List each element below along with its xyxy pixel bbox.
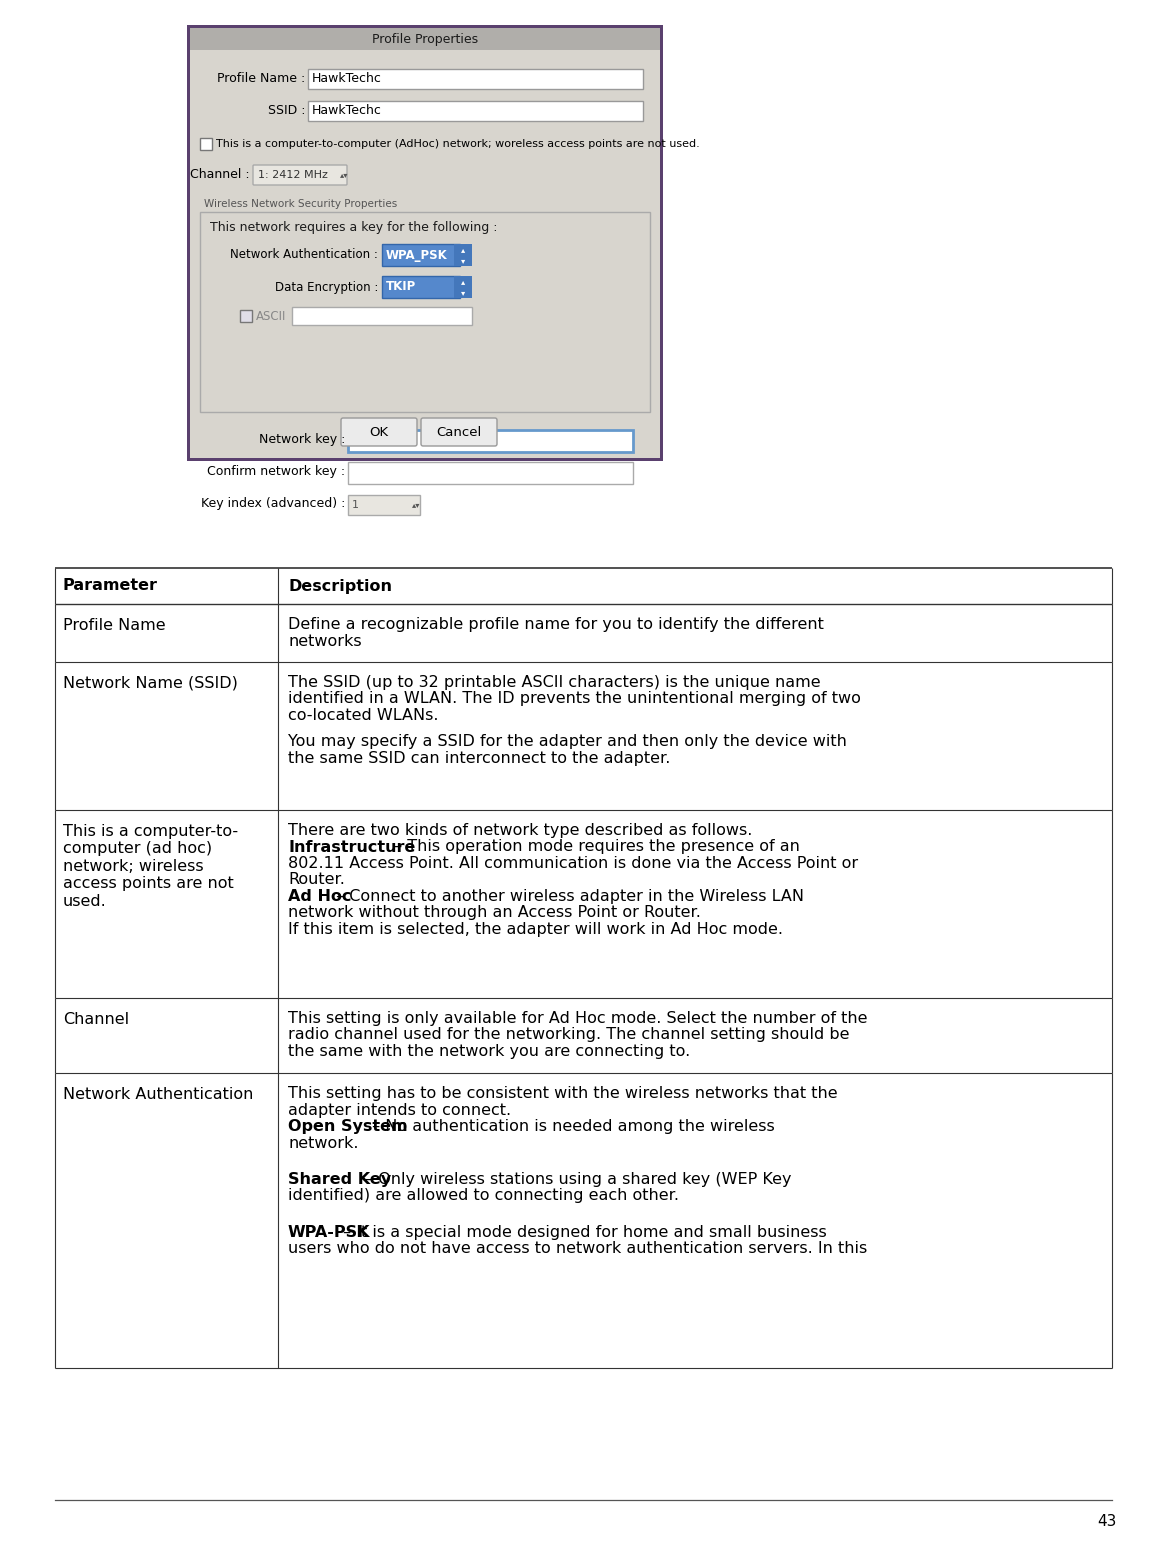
Bar bbox=[308, 100, 643, 121]
Bar bbox=[240, 311, 252, 322]
Bar bbox=[348, 430, 634, 451]
Text: Key index (advanced) :: Key index (advanced) : bbox=[200, 498, 345, 510]
Text: ▴▾: ▴▾ bbox=[340, 170, 348, 179]
Text: co-located WLANs.: co-located WLANs. bbox=[288, 708, 438, 724]
Text: This setting has to be consistent with the wireless networks that the: This setting has to be consistent with t… bbox=[288, 1085, 837, 1101]
FancyBboxPatch shape bbox=[422, 417, 497, 445]
Text: Description: Description bbox=[288, 578, 392, 594]
Text: – It is a special mode designed for home and small business: – It is a special mode designed for home… bbox=[338, 1224, 827, 1240]
Text: WPA-PSK: WPA-PSK bbox=[288, 1224, 370, 1240]
Bar bbox=[348, 462, 634, 484]
Text: Shared Key: Shared Key bbox=[288, 1172, 391, 1187]
Bar bbox=[308, 70, 643, 90]
Text: If this item is selected, the adapter will work in Ad Hoc mode.: If this item is selected, the adapter wi… bbox=[288, 921, 783, 937]
Text: Router.: Router. bbox=[288, 872, 345, 887]
Text: ASCII: ASCII bbox=[256, 309, 287, 323]
Text: identified) are allowed to connecting each other.: identified) are allowed to connecting ea… bbox=[288, 1189, 679, 1203]
Text: This is a computer-to-
computer (ad hoc)
network; wireless
access points are not: This is a computer-to- computer (ad hoc)… bbox=[63, 824, 238, 909]
Text: SSID :: SSID : bbox=[267, 105, 304, 117]
Text: TKIP: TKIP bbox=[386, 280, 416, 294]
Text: Cancel: Cancel bbox=[437, 425, 481, 439]
Text: Network Authentication :: Network Authentication : bbox=[231, 249, 378, 261]
Text: Channel :: Channel : bbox=[191, 169, 249, 181]
Text: Data Encryption :: Data Encryption : bbox=[275, 280, 378, 294]
Bar bbox=[454, 244, 472, 266]
Text: This setting is only available for Ad Hoc mode. Select the number of the: This setting is only available for Ad Ho… bbox=[288, 1011, 868, 1027]
Text: Open System: Open System bbox=[288, 1119, 408, 1135]
Text: Wireless Network Security Properties: Wireless Network Security Properties bbox=[204, 199, 397, 209]
Text: Network Name (SSID): Network Name (SSID) bbox=[63, 676, 238, 691]
Text: users who do not have access to network authentication servers. In this: users who do not have access to network … bbox=[288, 1241, 868, 1255]
Text: ▴▾: ▴▾ bbox=[412, 501, 420, 510]
Bar bbox=[187, 25, 663, 461]
Text: ▴
▾: ▴ ▾ bbox=[461, 246, 465, 264]
Text: network without through an Access Point or Router.: network without through an Access Point … bbox=[288, 906, 701, 920]
Bar bbox=[190, 28, 660, 49]
Bar bbox=[292, 308, 472, 325]
Text: networks: networks bbox=[288, 634, 362, 648]
Bar bbox=[454, 277, 472, 298]
Bar bbox=[200, 212, 650, 411]
Text: radio channel used for the networking. The channel setting should be: radio channel used for the networking. T… bbox=[288, 1028, 849, 1042]
Text: HawkTechc: HawkTechc bbox=[311, 73, 382, 85]
Text: the same SSID can interconnect to the adapter.: the same SSID can interconnect to the ad… bbox=[288, 751, 670, 765]
Text: Profile Properties: Profile Properties bbox=[372, 32, 478, 45]
Text: Channel: Channel bbox=[63, 1013, 129, 1027]
Text: the same with the network you are connecting to.: the same with the network you are connec… bbox=[288, 1044, 690, 1059]
Text: – Only wireless stations using a shared key (WEP Key: – Only wireless stations using a shared … bbox=[359, 1172, 792, 1187]
Text: WPA_PSK: WPA_PSK bbox=[386, 249, 447, 261]
Text: Define a recognizable profile name for you to identify the different: Define a recognizable profile name for y… bbox=[288, 617, 824, 632]
Text: This network requires a key for the following :: This network requires a key for the foll… bbox=[210, 221, 498, 235]
Text: – Connect to another wireless adapter in the Wireless LAN: – Connect to another wireless adapter in… bbox=[331, 889, 804, 904]
Text: 1: 2412 MHz: 1: 2412 MHz bbox=[258, 170, 328, 179]
Text: The SSID (up to 32 printable ASCII characters) is the unique name: The SSID (up to 32 printable ASCII chara… bbox=[288, 676, 821, 690]
FancyBboxPatch shape bbox=[253, 165, 347, 186]
Text: Infrastructure: Infrastructure bbox=[288, 839, 416, 855]
Text: adapter intends to connect.: adapter intends to connect. bbox=[288, 1102, 511, 1118]
Bar bbox=[382, 277, 460, 298]
FancyBboxPatch shape bbox=[341, 417, 417, 445]
Text: 802.11 Access Point. All communication is done via the Access Point or: 802.11 Access Point. All communication i… bbox=[288, 856, 858, 870]
Text: Profile Name :: Profile Name : bbox=[217, 73, 304, 85]
Text: OK: OK bbox=[369, 425, 389, 439]
Text: identified in a WLAN. The ID prevents the unintentional merging of two: identified in a WLAN. The ID prevents th… bbox=[288, 691, 861, 707]
Text: 1: 1 bbox=[352, 499, 359, 510]
Text: Parameter: Parameter bbox=[63, 578, 158, 594]
Bar bbox=[382, 244, 460, 266]
Text: There are two kinds of network type described as follows.: There are two kinds of network type desc… bbox=[288, 822, 753, 838]
Bar bbox=[382, 277, 460, 298]
Text: Confirm network key :: Confirm network key : bbox=[207, 465, 345, 479]
Text: This is a computer-to-computer (AdHoc) network; woreless access points are not u: This is a computer-to-computer (AdHoc) n… bbox=[215, 139, 700, 148]
Text: Network key :: Network key : bbox=[259, 433, 345, 447]
Text: 43: 43 bbox=[1097, 1515, 1117, 1529]
Text: – No authentication is needed among the wireless: – No authentication is needed among the … bbox=[368, 1119, 775, 1135]
Text: – This operation mode requires the presence of an: – This operation mode requires the prese… bbox=[389, 839, 800, 855]
Bar bbox=[382, 244, 460, 266]
Bar bbox=[190, 28, 660, 458]
Text: Profile Name: Profile Name bbox=[63, 618, 165, 632]
Bar bbox=[348, 495, 420, 515]
Text: HawkTechc: HawkTechc bbox=[311, 105, 382, 117]
Text: ▴
▾: ▴ ▾ bbox=[461, 277, 465, 297]
Text: You may specify a SSID for the adapter and then only the device with: You may specify a SSID for the adapter a… bbox=[288, 734, 847, 750]
Text: network.: network. bbox=[288, 1135, 358, 1150]
Text: Network Authentication: Network Authentication bbox=[63, 1087, 253, 1102]
Text: Ad Hoc: Ad Hoc bbox=[288, 889, 351, 904]
Bar bbox=[200, 138, 212, 150]
